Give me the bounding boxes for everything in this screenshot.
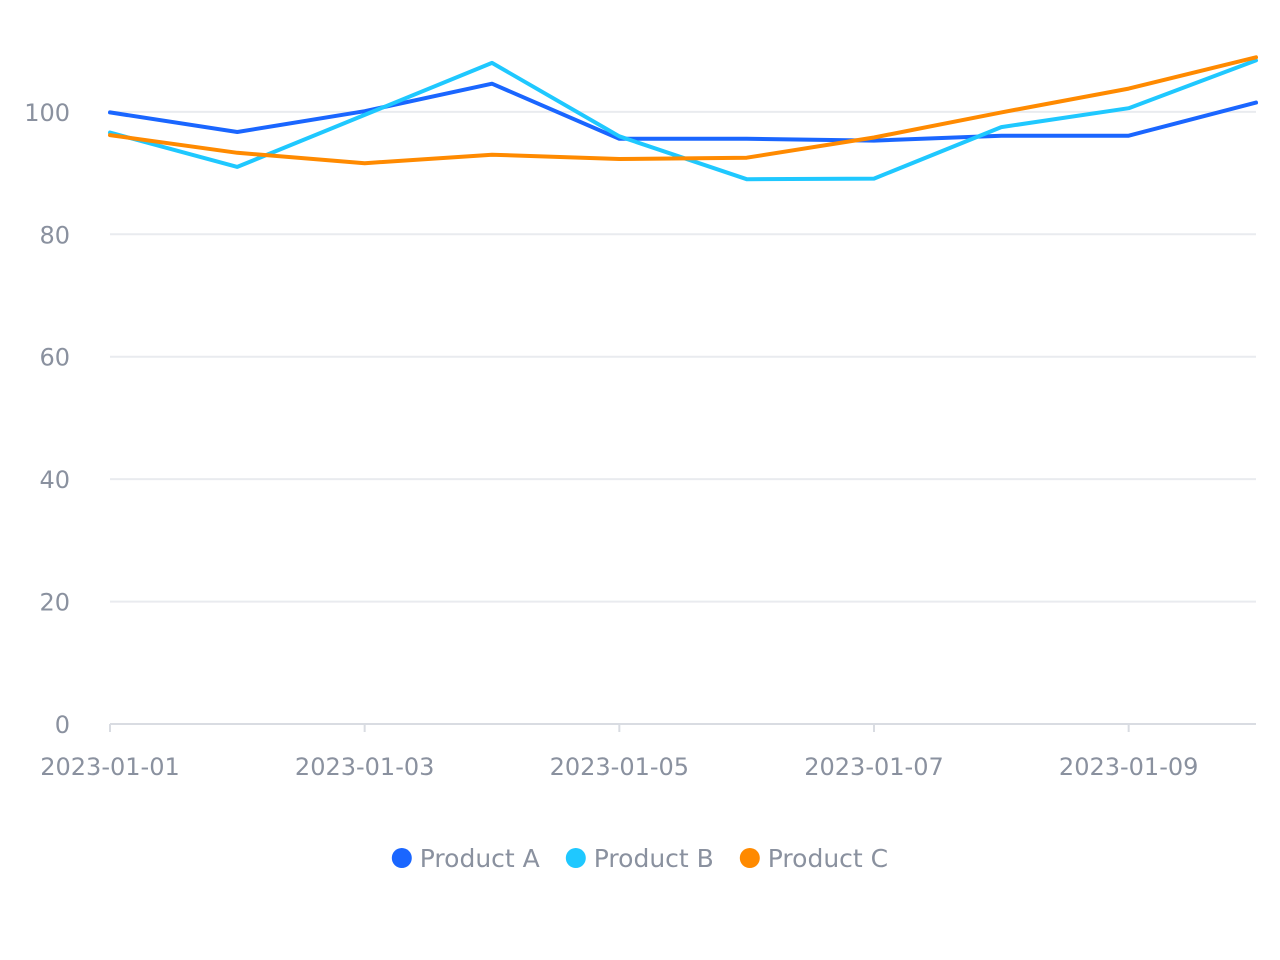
y-tick-label: 80 bbox=[39, 221, 70, 249]
x-tick-label: 2023-01-09 bbox=[1059, 753, 1198, 781]
legend-marker-icon bbox=[565, 848, 586, 868]
y-tick-label: 60 bbox=[39, 344, 70, 372]
legend-marker-icon bbox=[739, 848, 760, 868]
legend-item-product-c[interactable]: Product C bbox=[739, 844, 888, 873]
y-tick-label: 40 bbox=[39, 466, 70, 494]
series-line-product-a bbox=[108, 81, 1258, 143]
gridlines bbox=[110, 110, 1256, 603]
series-lines bbox=[108, 55, 1258, 182]
legend-label: Product C bbox=[768, 844, 888, 873]
y-tick-label: 100 bbox=[24, 99, 70, 127]
x-tick-label: 2023-01-05 bbox=[550, 753, 689, 781]
y-tick-label: 20 bbox=[39, 589, 70, 617]
y-tick-label: 0 bbox=[55, 711, 70, 739]
y-axis: 0 20 40 60 80 100 bbox=[24, 99, 70, 739]
legend-label: Product A bbox=[420, 844, 540, 873]
legend-marker-icon bbox=[391, 848, 412, 868]
series-line-product-b bbox=[108, 58, 1258, 182]
x-tick-label: 2023-01-03 bbox=[295, 753, 434, 781]
legend-item-product-a[interactable]: Product A bbox=[391, 844, 540, 873]
legend-label: Product B bbox=[594, 844, 714, 873]
x-tick-label: 2023-01-07 bbox=[804, 753, 943, 781]
legend-item-product-b[interactable]: Product B bbox=[565, 844, 714, 873]
legend[interactable]: Product A Product B Product C bbox=[391, 844, 888, 873]
x-tick-label: 2023-01-01 bbox=[40, 753, 179, 781]
x-axis-labels: 2023-01-01 2023-01-03 2023-01-05 2023-01-07… bbox=[40, 724, 1198, 781]
series-line-product-c bbox=[108, 55, 1258, 166]
